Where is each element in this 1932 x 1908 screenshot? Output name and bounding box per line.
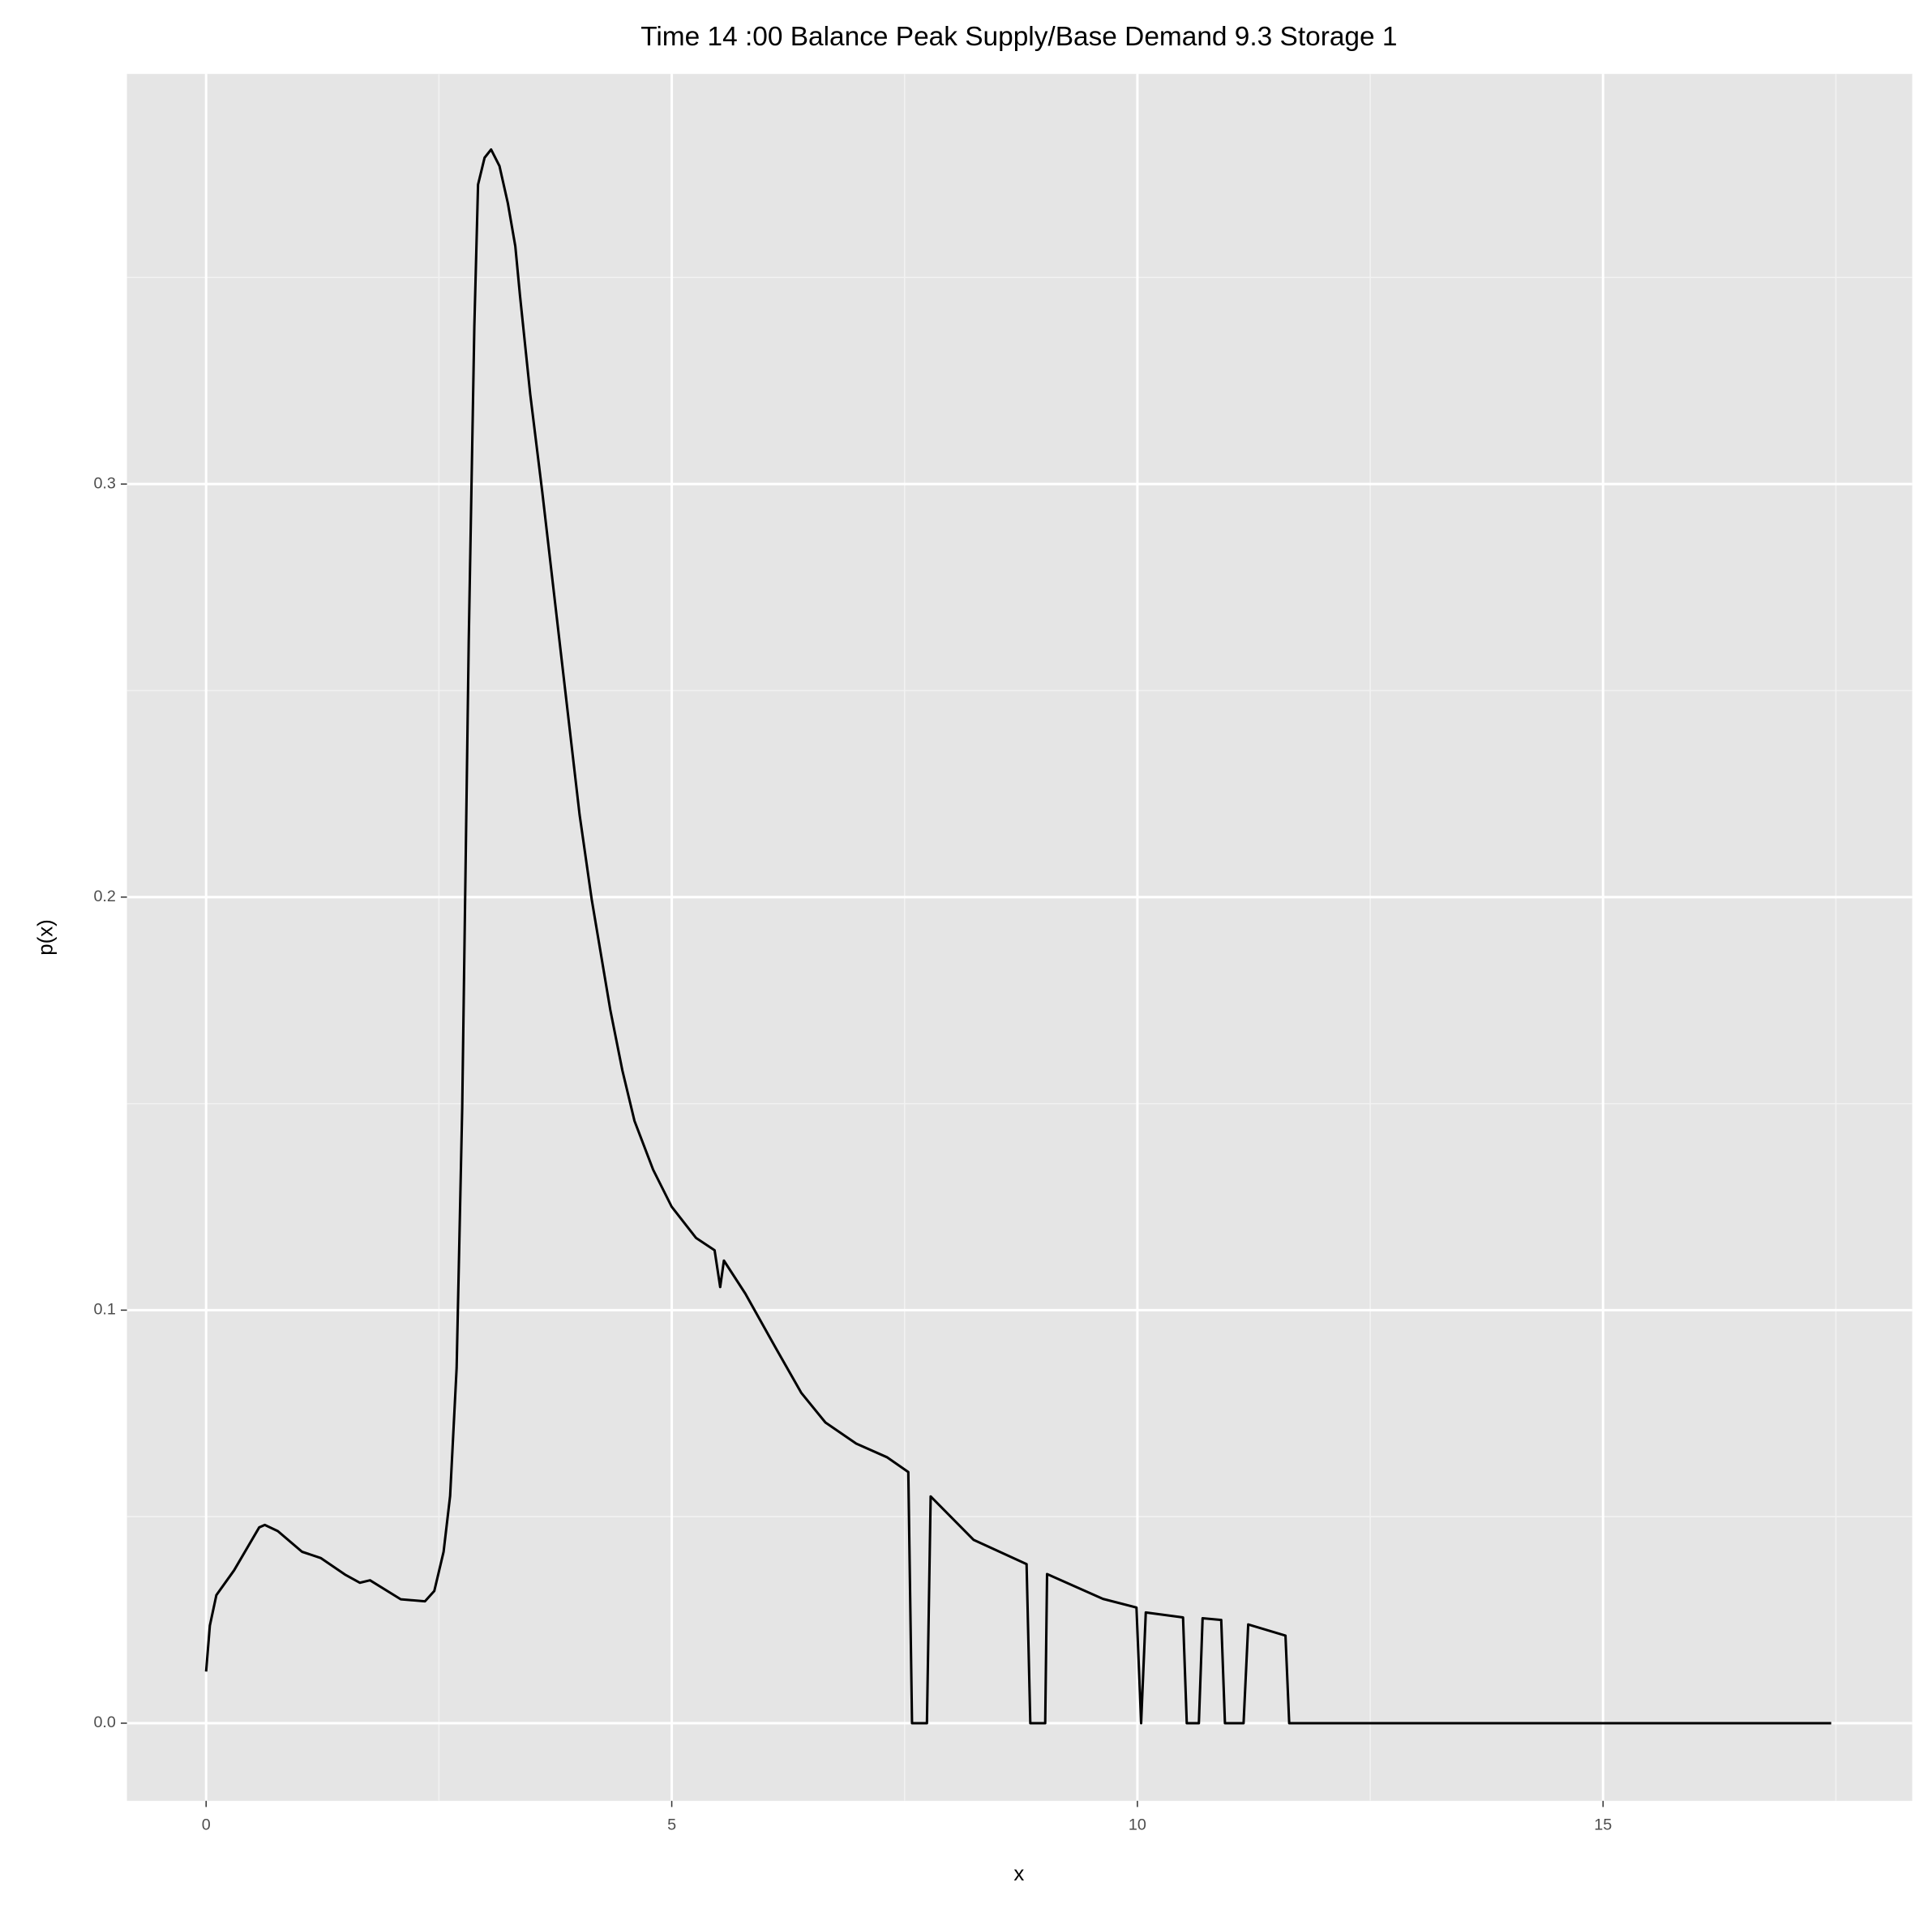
y-axis-title: p(x) — [35, 919, 58, 955]
plot — [204, 148, 1831, 1725]
x-tick-label: 0 — [202, 1816, 211, 1833]
line — [204, 148, 1831, 1725]
y-tick-label: 0.3 — [93, 474, 115, 492]
chart-title: Time 14 :00 Balance Peak Supply/Base Dem… — [640, 22, 1397, 52]
x-tick-label: 5 — [667, 1816, 676, 1833]
x-tick-label: 10 — [1129, 1816, 1146, 1833]
x-axis-title: x — [1013, 1863, 1024, 1885]
y-tick-label: 0.1 — [93, 1301, 115, 1319]
y-tick-label: 0.2 — [93, 888, 115, 905]
y-tick-label: 0.0 — [93, 1713, 115, 1731]
x-tick-label: 15 — [1594, 1816, 1612, 1833]
panel — [126, 74, 1913, 1801]
